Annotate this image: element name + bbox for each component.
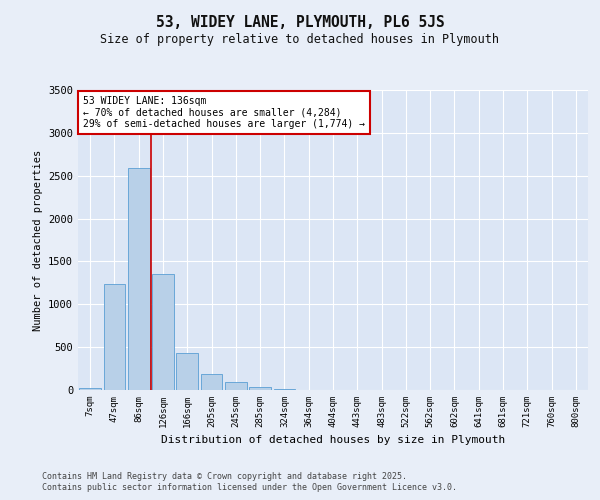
Bar — [249, 388, 271, 390]
Y-axis label: Number of detached properties: Number of detached properties — [32, 150, 43, 330]
Bar — [274, 389, 295, 390]
Bar — [104, 284, 125, 390]
Bar — [200, 374, 223, 390]
Text: 53 WIDEY LANE: 136sqm
← 70% of detached houses are smaller (4,284)
29% of semi-d: 53 WIDEY LANE: 136sqm ← 70% of detached … — [83, 96, 365, 129]
Bar — [176, 352, 198, 390]
Text: Contains HM Land Registry data © Crown copyright and database right 2025.: Contains HM Land Registry data © Crown c… — [42, 472, 407, 481]
Bar — [128, 168, 149, 390]
Bar — [79, 388, 101, 390]
X-axis label: Distribution of detached houses by size in Plymouth: Distribution of detached houses by size … — [161, 436, 505, 446]
Bar — [225, 382, 247, 390]
Text: Contains public sector information licensed under the Open Government Licence v3: Contains public sector information licen… — [42, 484, 457, 492]
Bar — [152, 274, 174, 390]
Text: Size of property relative to detached houses in Plymouth: Size of property relative to detached ho… — [101, 32, 499, 46]
Text: 53, WIDEY LANE, PLYMOUTH, PL6 5JS: 53, WIDEY LANE, PLYMOUTH, PL6 5JS — [155, 15, 445, 30]
